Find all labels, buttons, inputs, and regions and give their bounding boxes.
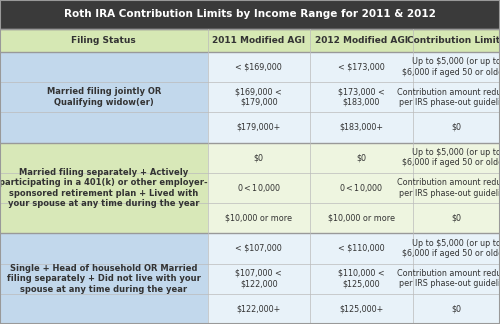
Text: $173,000 <
$183,000: $173,000 < $183,000 xyxy=(338,87,384,107)
Text: $10,000 or more: $10,000 or more xyxy=(225,214,292,223)
Text: 2011 Modified AGI: 2011 Modified AGI xyxy=(212,36,306,45)
Bar xyxy=(412,263,500,294)
Bar xyxy=(310,203,412,233)
Text: Contribution amount reduced
per IRS phase-out guidelines: Contribution amount reduced per IRS phas… xyxy=(397,269,500,288)
Text: < $107,000: < $107,000 xyxy=(236,244,282,253)
Bar xyxy=(412,233,500,263)
Bar xyxy=(0,233,208,324)
Bar xyxy=(208,52,310,82)
Bar xyxy=(208,263,310,294)
Text: $107,000 <
$122,000: $107,000 < $122,000 xyxy=(236,269,282,288)
Text: Filing Status: Filing Status xyxy=(72,36,136,45)
Bar xyxy=(0,0,500,29)
Text: $0: $0 xyxy=(254,153,264,162)
Text: $0: $0 xyxy=(451,304,461,313)
Text: Married filing jointly OR
Qualifying widow(er): Married filing jointly OR Qualifying wid… xyxy=(46,87,161,107)
Text: Roth IRA Contribution Limits by Income Range for 2011 & 2012: Roth IRA Contribution Limits by Income R… xyxy=(64,9,436,19)
Text: $169,000 <
$179,000: $169,000 < $179,000 xyxy=(236,87,282,107)
Bar xyxy=(0,52,208,143)
Text: $0: $0 xyxy=(451,214,461,223)
Bar xyxy=(310,143,412,173)
Text: Contribution amount reduced
per IRS phase-out guidelines: Contribution amount reduced per IRS phas… xyxy=(397,87,500,107)
Bar xyxy=(412,294,500,324)
Bar xyxy=(208,294,310,324)
Text: Up to $5,000 (or up to
$6,000 if aged 50 or older): Up to $5,000 (or up to $6,000 if aged 50… xyxy=(402,148,500,168)
Text: < $110,000: < $110,000 xyxy=(338,244,384,253)
Text: Up to $5,000 (or up to
$6,000 if aged 50 or older): Up to $5,000 (or up to $6,000 if aged 50… xyxy=(402,239,500,258)
Bar xyxy=(310,112,412,143)
Bar xyxy=(208,82,310,112)
Bar xyxy=(310,263,412,294)
Text: $0: $0 xyxy=(451,123,461,132)
Bar xyxy=(208,112,310,143)
Text: Single + Head of household OR Married
filing separately + Did not live with your: Single + Head of household OR Married fi… xyxy=(7,264,200,294)
Bar xyxy=(310,173,412,203)
Bar xyxy=(310,233,412,263)
Bar xyxy=(412,82,500,112)
Text: Contribution amount reduced
per IRS phase-out guidelines: Contribution amount reduced per IRS phas… xyxy=(397,178,500,198)
Text: < $173,000: < $173,000 xyxy=(338,63,384,72)
Text: $179,000+: $179,000+ xyxy=(236,123,281,132)
Bar xyxy=(310,294,412,324)
Bar xyxy=(412,112,500,143)
Bar xyxy=(412,203,500,233)
Bar xyxy=(412,52,500,82)
Bar xyxy=(208,203,310,233)
Text: $125,000+: $125,000+ xyxy=(339,304,384,313)
Text: < $169,000: < $169,000 xyxy=(236,63,282,72)
Text: 2012 Modified AGI: 2012 Modified AGI xyxy=(314,36,408,45)
Text: $10,000 or more: $10,000 or more xyxy=(328,214,394,223)
Bar xyxy=(0,143,208,233)
Text: $122,000+: $122,000+ xyxy=(236,304,281,313)
Text: $0 < $10,000: $0 < $10,000 xyxy=(236,182,281,194)
Bar xyxy=(0,29,500,52)
Text: Up to $5,000 (or up to
$6,000 if aged 50 or older): Up to $5,000 (or up to $6,000 if aged 50… xyxy=(402,57,500,77)
Bar xyxy=(412,143,500,173)
Text: Contribution Limits: Contribution Limits xyxy=(407,36,500,45)
Bar xyxy=(310,82,412,112)
Text: $0: $0 xyxy=(356,153,366,162)
Bar xyxy=(412,173,500,203)
Bar xyxy=(208,233,310,263)
Bar xyxy=(208,173,310,203)
Text: $183,000+: $183,000+ xyxy=(339,123,383,132)
Text: $0 < $10,000: $0 < $10,000 xyxy=(339,182,384,194)
Bar xyxy=(310,52,412,82)
Text: Married filing separately + Actively
participating in a 401(k) or other employer: Married filing separately + Actively par… xyxy=(0,168,208,208)
Text: $110,000 <
$125,000: $110,000 < $125,000 xyxy=(338,269,384,288)
Bar xyxy=(208,143,310,173)
